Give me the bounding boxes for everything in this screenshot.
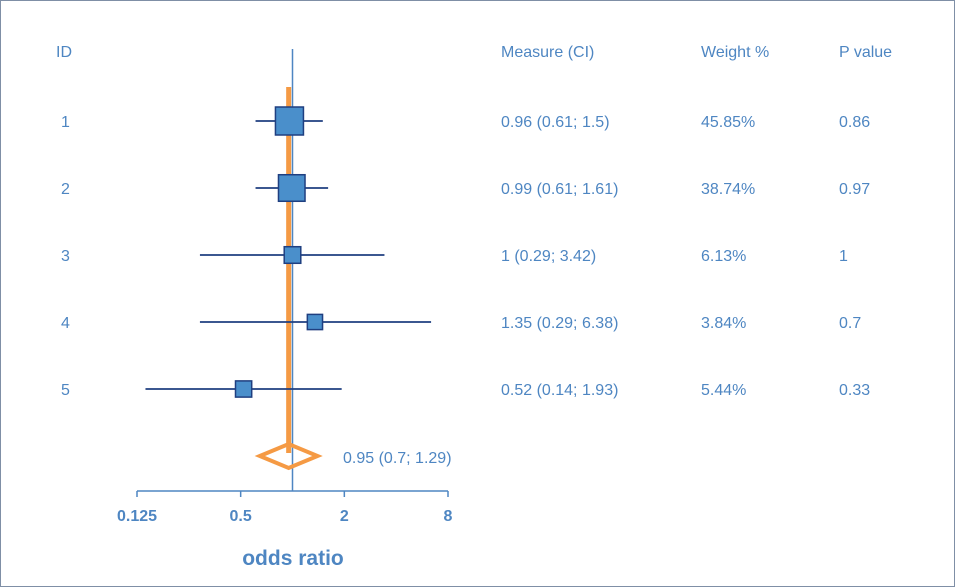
x-tick-label-2: 0.5 [230,508,252,525]
study-4-measure: 1.35 (0.29; 6.38) [501,315,618,332]
study-3-measure: 1 (0.29; 3.42) [501,248,596,265]
study-4-marker [306,313,324,331]
study-2-id: 2 [61,181,70,198]
x-axis-title: odds ratio [242,547,344,570]
study-4-id: 4 [61,315,70,332]
header-measure: Measure (CI) [501,44,594,61]
study-2-weight: 38.74% [701,181,755,198]
study-5-marker [234,380,253,398]
x-axis-ticks: 0.125 0.5 2 8 [117,491,453,525]
study-3-marker [283,245,302,265]
study-4-p-value: 0.7 [839,315,861,332]
x-tick-label-3: 2 [340,508,349,525]
pooled-diamond [254,441,323,471]
x-tick-label-1: 0.125 [117,508,157,525]
study-1-marker [274,106,305,136]
study-1-id: 1 [61,114,70,131]
study-1-weight: 45.85% [701,114,755,131]
study-2-measure: 0.99 (0.61; 1.61) [501,181,618,198]
study-1-p-value: 0.86 [839,114,870,131]
header-id: ID [56,44,72,61]
x-tick-label-4: 8 [444,508,453,525]
study-3-p-value: 1 [839,248,848,265]
study-3-id: 3 [61,248,70,265]
study-5-id: 5 [61,382,70,399]
study-3-weight: 6.13% [701,248,746,265]
study-rows: 1 0.96 (0.61; 1.5) 45.85% 0.86 2 0.99 (0.61; … [61,106,870,399]
study-5-p-value: 0.33 [839,382,870,399]
pooled-estimate-label: 0.95 (0.7; 1.29) [343,450,452,467]
study-5-weight: 5.44% [701,382,746,399]
header-weight: Weight % [701,44,769,61]
study-5-measure: 0.52 (0.14; 1.93) [501,382,618,399]
study-2-p-value: 0.97 [839,181,870,198]
study-1-measure: 0.96 (0.61; 1.5) [501,114,610,131]
study-4-weight: 3.84% [701,315,746,332]
study-2-marker [277,173,306,203]
header-p-value: P value [839,44,892,61]
